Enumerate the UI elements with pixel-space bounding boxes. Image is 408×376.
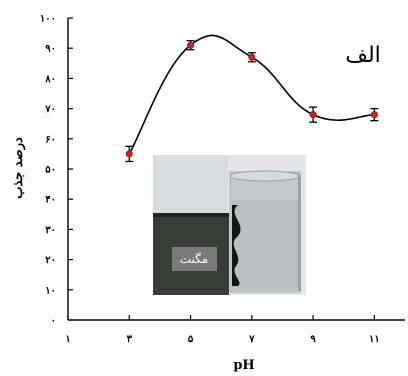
y-tick-label: ۸۰ — [44, 74, 56, 85]
panel-label: الف — [345, 43, 381, 68]
x-tick-label: ۵ — [188, 334, 194, 345]
y-tick-label: ۶۰ — [45, 134, 56, 145]
inset-photo: مگنت — [153, 155, 306, 295]
fitted-curve — [128, 34, 375, 155]
y-ticks: ۰ ۱۰ ۲۰ ۳۰ ۴۰ ۵۰ ۶۰ ۷۰ ۸۰ ۹۰ ۱۰۰ — [40, 14, 73, 327]
y-axis-title: درصد جذب — [11, 137, 26, 199]
data-points — [125, 41, 378, 158]
x-tick-label: ۹ — [310, 334, 316, 345]
x-ticks: ۱ ۳ ۵ ۷ ۹ ۱۱ — [65, 315, 380, 345]
y-tick-label: ۲۰ — [45, 255, 56, 266]
inset-clear-solution — [232, 200, 298, 290]
x-tick-label: ۱ — [65, 334, 70, 345]
x-tick-label: ۳ — [127, 334, 133, 345]
y-tick-label: ۹۰ — [45, 44, 56, 55]
y-tick-label: ۵۰ — [45, 165, 56, 176]
y-tick-label: ۳۰ — [45, 225, 56, 236]
y-tick-label: ۰ — [51, 316, 56, 327]
data-point — [125, 150, 133, 158]
inset-magnet-tag — [172, 247, 217, 271]
x-tick-label: ۱۱ — [369, 334, 380, 345]
inset-beaker-edge — [298, 175, 301, 291]
inset-beaker-rim — [229, 170, 301, 182]
x-axis-title: pH — [233, 358, 254, 373]
data-point — [248, 53, 256, 61]
inset-dark-suspension-top — [153, 213, 229, 217]
data-point — [370, 111, 378, 119]
inset-left-beaker-top — [153, 155, 228, 213]
y-tick-label: ۱۰ — [45, 285, 56, 296]
y-tick-label: ۱۰۰ — [40, 14, 56, 25]
x-tick-label: ۷ — [248, 334, 255, 345]
data-point — [309, 111, 317, 119]
magnet-label: مگنت — [180, 252, 208, 266]
y-tick-label: ۷۰ — [44, 104, 56, 115]
data-point — [187, 41, 195, 49]
y-tick-label: ۴۰ — [45, 195, 56, 206]
inset-magnetic-particles — [232, 205, 241, 286]
